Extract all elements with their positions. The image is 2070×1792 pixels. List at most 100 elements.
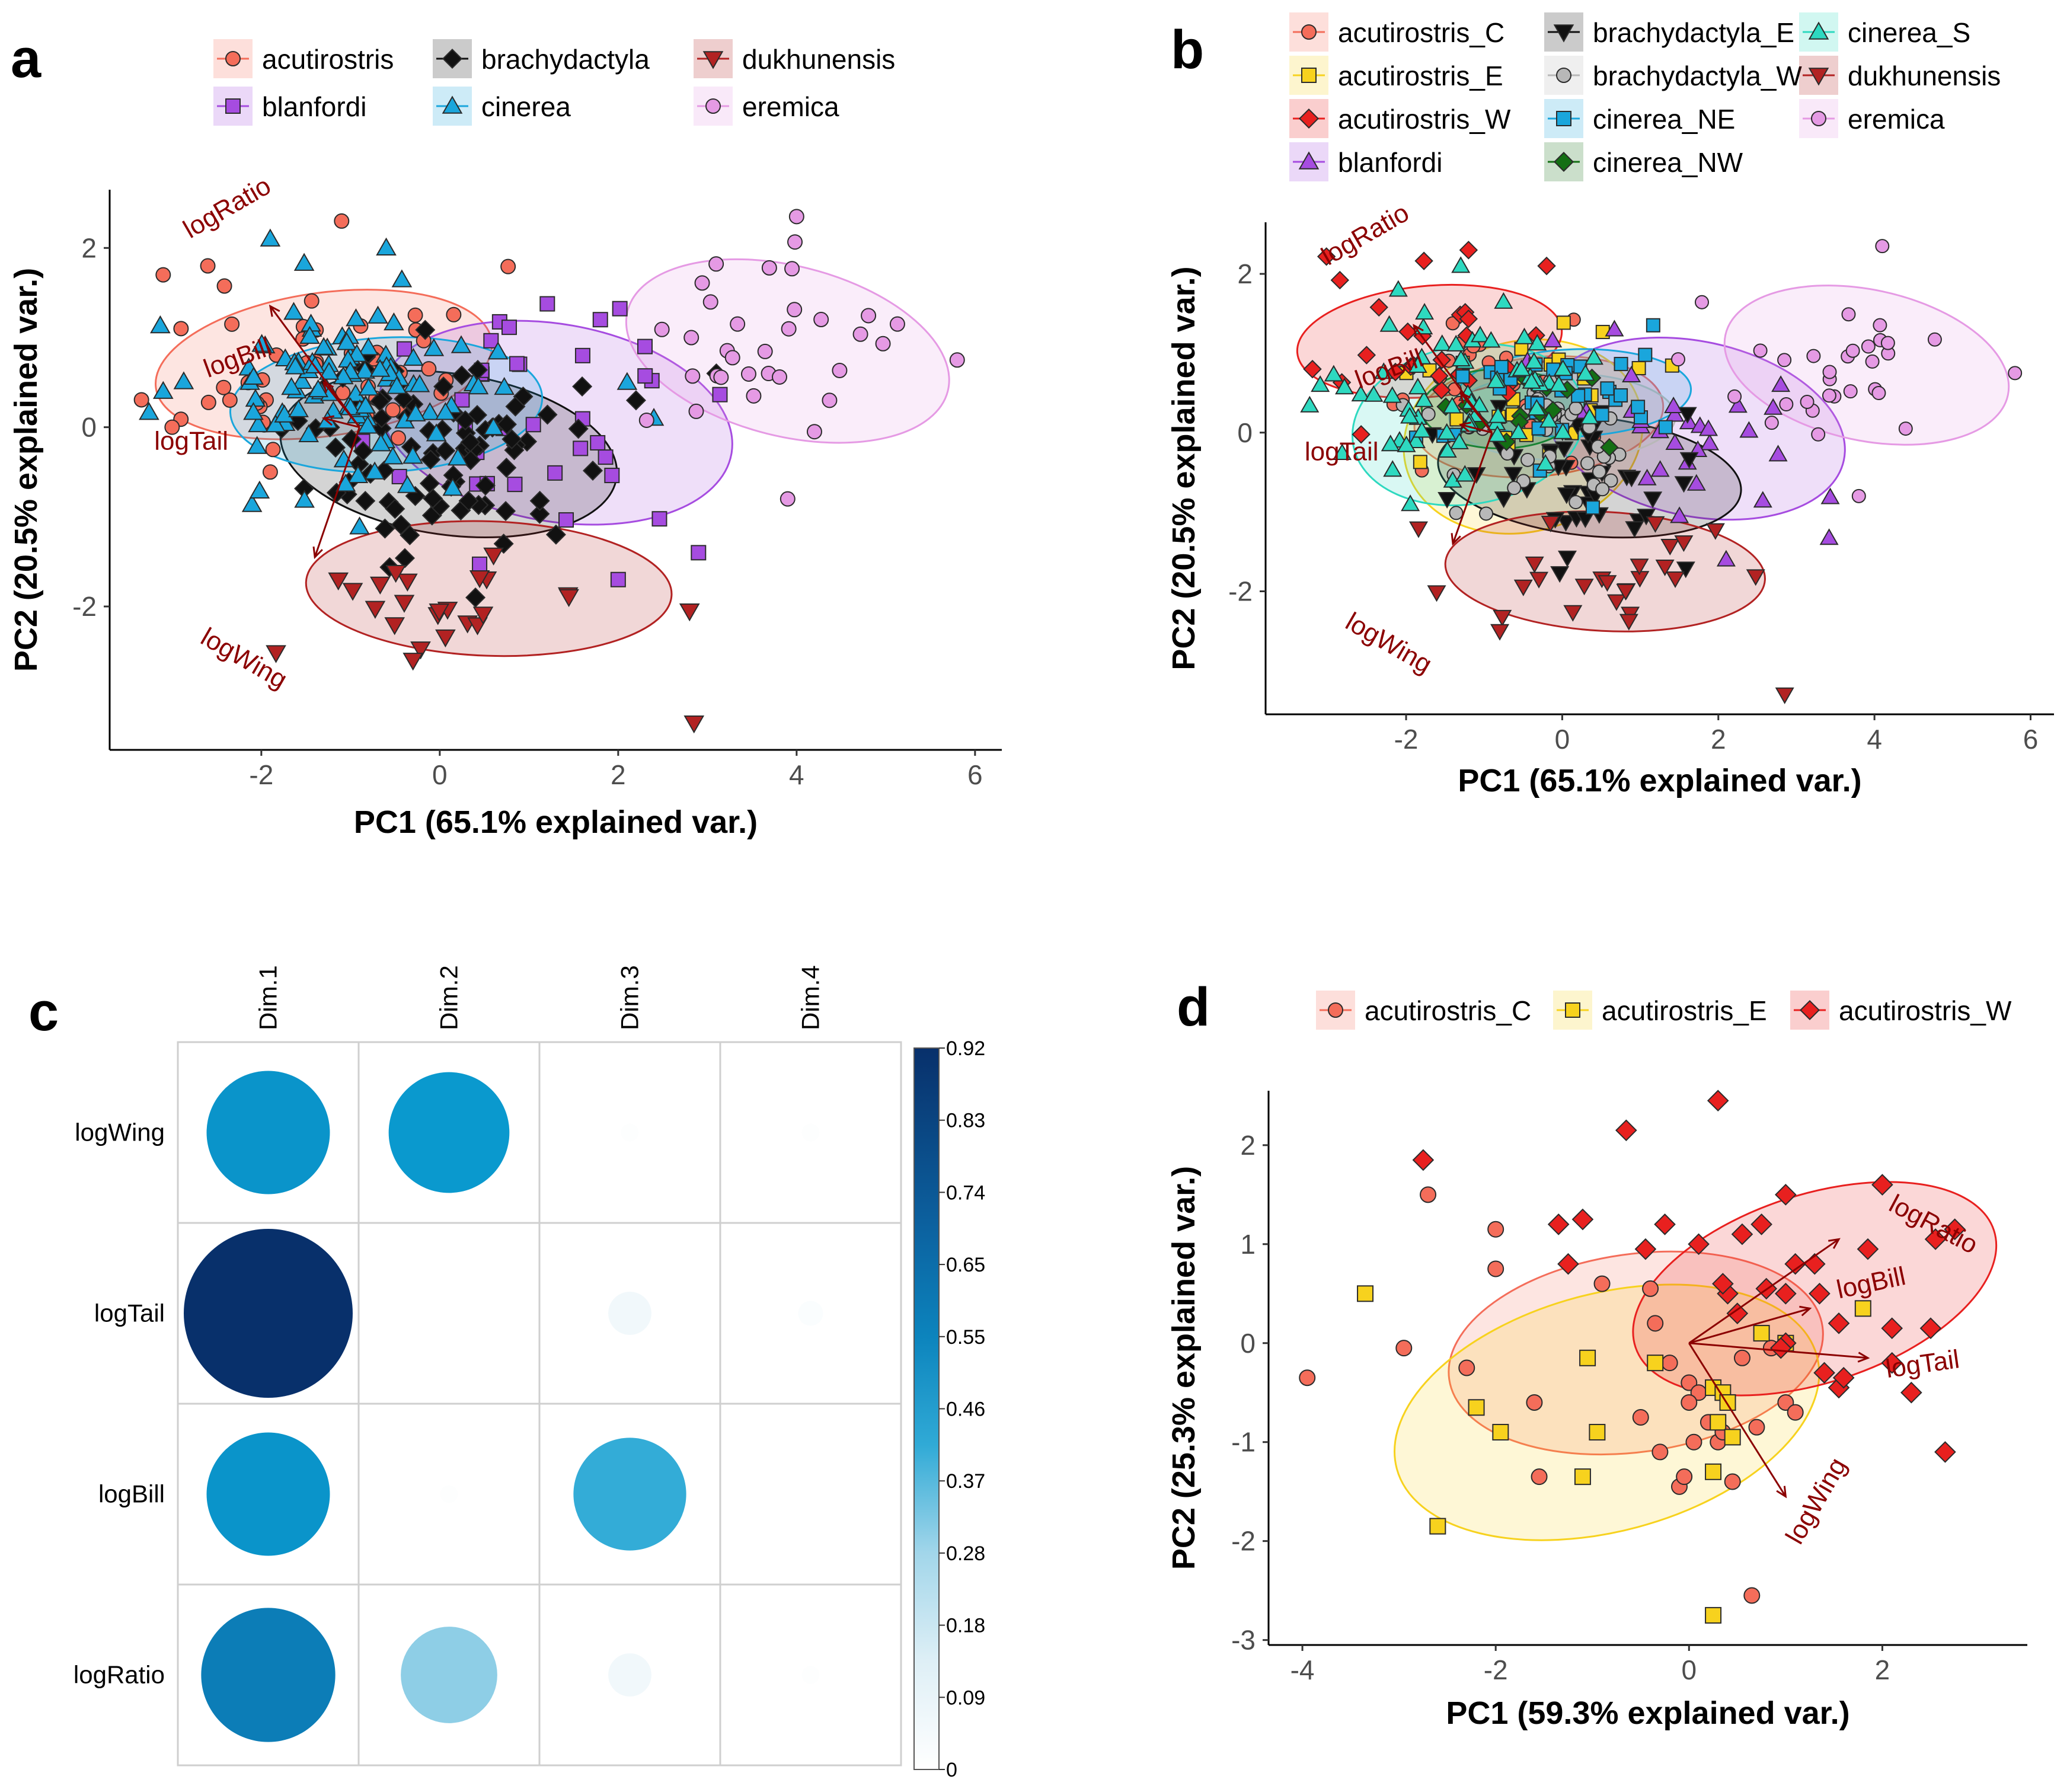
panel-a-point-cinerea (274, 404, 295, 423)
panel-d-point-acutirostris_C (1651, 1443, 1669, 1461)
panel-d-point-acutirostris_W (1571, 1208, 1594, 1231)
panel-a-point-acutirostris (133, 392, 149, 408)
panel-a-point-cinerea (358, 337, 379, 356)
panel-c-cell-circle (388, 1072, 510, 1193)
panel-a-point-cinerea (308, 379, 329, 398)
panel-b-point-dukhunensis (1493, 609, 1512, 627)
panel-a-point-dukhunensis (384, 617, 405, 635)
panel-a-legend-item: acutirostris (213, 39, 394, 78)
panel-b-point-eremica (1898, 421, 1913, 436)
panel-d-point-acutirostris_C (1733, 1349, 1750, 1366)
panel-b-point-cinerea_S (1512, 359, 1531, 376)
panel-d-point-acutirostris_C (1685, 1433, 1702, 1451)
panel-c-cell-circle (401, 1627, 497, 1723)
panel-d-point-acutirostris_C (1458, 1359, 1475, 1376)
panel-b-point-cinerea_S (1442, 397, 1462, 414)
panel-a-point-brachydactyla (467, 405, 488, 426)
panel-b-legend-key-brachydactyla_W (1556, 68, 1571, 83)
panel-a-point-cinerea (409, 374, 430, 392)
panel-b-legend-item: eremica (1799, 99, 1945, 138)
panel-a-point-cinerea (435, 402, 456, 420)
panel-b-point-brachydactyla_W (1592, 464, 1606, 479)
panel-b-point-cinerea_S (1553, 359, 1573, 376)
panel-a-point-brachydactyla (501, 429, 522, 449)
panel-a-x-tick-label: 0 (432, 759, 448, 790)
panel-b-point-cinerea_S (1509, 423, 1528, 440)
panel-a-point-brachydactyla (461, 450, 481, 471)
panel-b-point-dukhunensis (1563, 605, 1583, 622)
panel-b-point-eremica (1843, 384, 1858, 399)
panel-b-point-brachydactyla_W (1595, 482, 1610, 497)
panel-c-cell-circle (184, 1229, 353, 1398)
panel-b-point-cinerea_NE (1585, 500, 1600, 515)
panel-c-colorbar-label: 0.92 (946, 1037, 985, 1060)
panel-a-arrow-logBill (323, 382, 360, 428)
panel-d-arrow-logTail (1689, 1342, 1868, 1359)
panel-d-point-acutirostris_C (1299, 1369, 1316, 1387)
panel-b-legend-key-brachydactyla_E (1553, 24, 1574, 43)
panel-b-point-cinerea_S (1470, 395, 1489, 413)
panel-a-point-cinerea (251, 334, 272, 352)
panel-d-point-acutirostris_W (1828, 1312, 1850, 1334)
panel-b-point-acutirostris_E (1595, 325, 1610, 340)
panel-d-point-acutirostris_C (1647, 1315, 1664, 1332)
panel-d-point-acutirostris_W (1900, 1381, 1922, 1404)
panel-c-cell-circle (798, 1301, 823, 1326)
panel-d-point-acutirostris_E (1647, 1355, 1664, 1372)
panel-b-point-eremica (1727, 389, 1742, 404)
panel-d-point-acutirostris_W (1769, 1337, 1792, 1359)
panel-a-point-blanfordi (573, 440, 589, 456)
panel-a-point-brachydactyla (504, 440, 525, 461)
panel-a-point-cinerea (487, 341, 509, 360)
panel-c-cell-circle (801, 1123, 820, 1142)
panel-c-row-label: logTail (94, 1299, 165, 1327)
panel-a-legend-item: dukhunensis (694, 39, 895, 78)
panel-a-point-blanfordi (507, 477, 523, 493)
panel-d-point-acutirostris_W (1944, 1218, 1966, 1241)
panel-b-arrow-logWing (1452, 432, 1493, 544)
panel-a-point-brachydactyla (475, 475, 496, 496)
panel-a-point-acutirostris (164, 419, 180, 435)
panel-d-point-acutirostris_W (1726, 1302, 1749, 1324)
panel-a-point-cinerea (318, 362, 340, 380)
panel-b-point-cinerea_S (1364, 385, 1384, 402)
panel-b-point-cinerea_NE (1600, 381, 1615, 396)
panel-b-legend-item: brachydactyla_W (1544, 56, 1802, 95)
panel-letter-c: c (28, 982, 59, 1042)
panel-a-point-blanfordi (509, 356, 525, 372)
panel-b-point-acutirostris_E (1413, 455, 1427, 469)
panel-b-point-dukhunensis (1490, 624, 1510, 641)
panel-b-point-cinerea_NE (1595, 407, 1609, 422)
panel-d-x-tick-label: 2 (1875, 1654, 1890, 1685)
panel-a-point-brachydactyla (537, 404, 558, 425)
panel-b-point-cinerea_S (1451, 256, 1471, 273)
panel-d-point-acutirostris_C (1748, 1419, 1765, 1436)
panel-b-legend-label-eremica: eremica (1848, 104, 1945, 135)
panel-b-legend-item: cinerea_NE (1544, 99, 1735, 138)
panel-b-point-blanfordi (1728, 396, 1748, 413)
panel-a-point-acutirostris (173, 321, 189, 337)
panel-b-point-cinerea_S (1449, 432, 1469, 449)
panel-letter-a: a (11, 28, 41, 89)
panel-d-y-axis-title: PC2 (25.3% explained var.) (1166, 1166, 1202, 1570)
panel-a-point-acutirostris (265, 442, 281, 458)
panel-a-point-brachydactyla (435, 440, 456, 461)
panel-a-point-cinerea (243, 402, 264, 420)
panel-a-point-eremica (688, 403, 704, 419)
panel-a-point-eremica (702, 294, 718, 310)
panel-a-point-brachydactyla (545, 524, 566, 545)
panel-a-point-blanfordi (612, 301, 628, 317)
panel-d-axes: -4 -2 0 2 -3 -2 -1 0 1 2 PC1 (59.3% explained var.… (1166, 1091, 2027, 1731)
panel-b-point-blanfordi (1664, 396, 1684, 414)
panel-b-point-brachydactyla_E (1678, 407, 1697, 424)
panel-d-point-acutirostris_C (1487, 1221, 1504, 1238)
panel-b-x-tick-label: 0 (1555, 724, 1570, 755)
panel-a-point-blanfordi (472, 556, 488, 572)
panel-a-arrow-logTail (323, 417, 360, 429)
panel-d-point-acutirostris_C (1777, 1394, 1794, 1411)
panel-a-legend: acutirostris brachydactyla dukhunensis blan… (213, 39, 895, 126)
panel-b-point-cinerea_S (1406, 431, 1426, 448)
panel-b-point-acutirostris_W (1459, 309, 1478, 328)
panel-a-x-tick-label: 2 (611, 759, 626, 790)
panel-a-point-brachydactyla (529, 490, 550, 511)
